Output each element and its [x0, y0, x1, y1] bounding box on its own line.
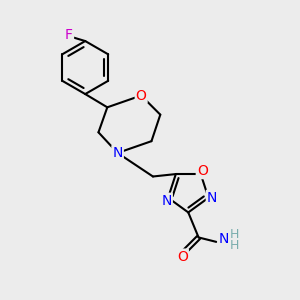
Text: O: O — [197, 164, 208, 178]
Text: O: O — [177, 250, 188, 264]
Text: H: H — [230, 228, 239, 241]
Text: H: H — [230, 239, 239, 252]
Text: N: N — [218, 232, 229, 246]
Text: F: F — [65, 28, 73, 42]
Text: N: N — [207, 191, 217, 205]
Text: O: O — [136, 88, 147, 103]
Text: N: N — [112, 146, 123, 160]
Text: N: N — [161, 194, 172, 208]
